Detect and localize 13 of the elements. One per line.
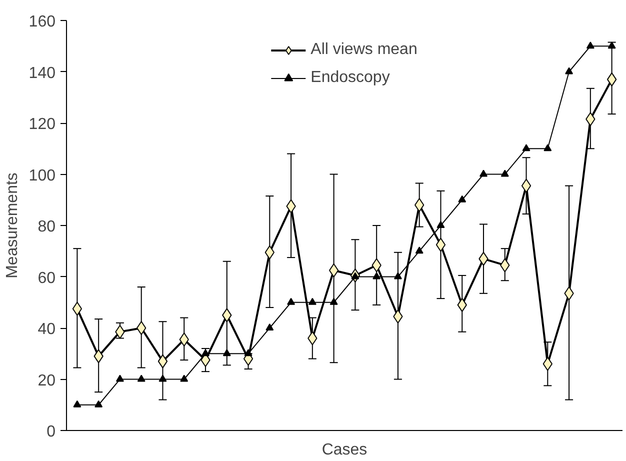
y-tick-label: 20 — [38, 372, 56, 390]
x-axis-title: Cases — [322, 442, 368, 458]
y-tick-label: 60 — [38, 270, 56, 287]
y-tick-label: 100 — [28, 167, 56, 184]
y-tick-label: 140 — [28, 64, 56, 82]
y-tick-label: 0 — [46, 424, 56, 440]
y-tick-label: 40 — [38, 321, 56, 338]
y-axis-title: Measurements — [4, 172, 21, 278]
y-tick-label: 120 — [28, 116, 56, 133]
y-tick-label: 80 — [38, 218, 56, 236]
legend-label: All views mean — [310, 41, 418, 59]
y-tick-label: 160 — [28, 14, 56, 30]
legend-label: Endoscopy — [310, 69, 390, 87]
